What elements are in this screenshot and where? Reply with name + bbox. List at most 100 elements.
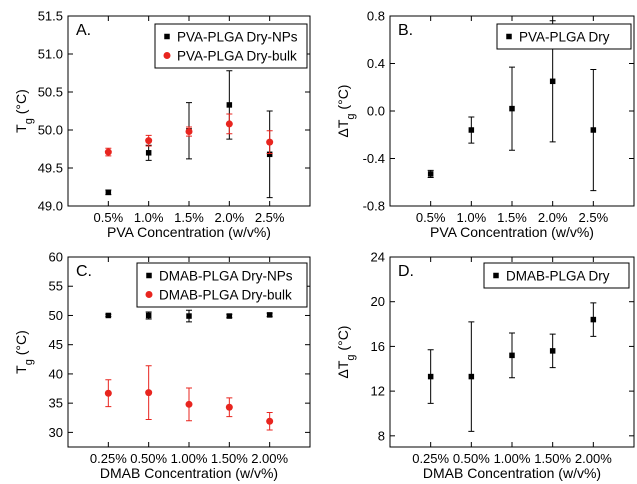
legend: PVA-PLGA Dry	[496, 23, 632, 50]
data-point	[266, 417, 274, 425]
series-dmab-plga-dry-bulk	[104, 365, 274, 431]
y-tick-label: 50.0	[38, 123, 63, 138]
y-axis-label: Tg (°C)	[13, 330, 35, 374]
legend-box	[136, 262, 308, 308]
legend-marker	[164, 33, 170, 40]
x-tick-label: 1.50%	[211, 451, 248, 466]
y-axis-label: ΔTg (°C)	[335, 85, 357, 138]
series-pva-plga-dry-bulk	[104, 113, 274, 157]
data-point	[105, 189, 112, 196]
data-point	[509, 105, 515, 112]
series-pva-plga-dry	[427, 20, 597, 192]
y-tick-label: 40	[49, 366, 63, 381]
x-tick-label: 1.0%	[134, 210, 164, 225]
y-tick-label: -0.4	[363, 151, 385, 166]
y-tick-label: 49.0	[38, 199, 63, 214]
legend-label: PVA-PLGA Dry-bulk	[177, 49, 297, 64]
data-point	[427, 373, 434, 380]
y-tick-label: 0.4	[367, 56, 385, 71]
x-tick-label: 0.5%	[416, 210, 446, 225]
legend: DMAB-PLGA Dry-NPs DMAB-PLGA Dry-bulk	[136, 262, 308, 308]
y-tick-label: 12	[371, 384, 385, 399]
x-tick-label: 1.50%	[534, 451, 571, 466]
legend: DMAB-PLGA Dry	[483, 262, 630, 289]
data-point	[145, 389, 153, 397]
data-point	[104, 148, 112, 156]
y-tick-label: 55	[49, 279, 63, 294]
data-point	[509, 352, 515, 359]
x-tick-label: 2.5%	[579, 210, 609, 225]
x-axis-label: PVA Concentration (w/v%)	[107, 224, 271, 240]
legend-marker	[146, 272, 152, 279]
data-point	[468, 373, 475, 380]
data-point	[590, 127, 597, 133]
data-point	[185, 128, 193, 136]
series-dmab-plga-dry-nps	[105, 309, 273, 323]
panel-b: -0.8-0.40.00.40.80.5% 1.0% 1.5% 2.0% 2.5%PVA…	[335, 9, 635, 240]
data-point	[427, 171, 434, 177]
legend-label: DMAB-PLGA Dry-NPs	[159, 269, 293, 284]
data-point	[590, 316, 597, 323]
data-point	[145, 150, 152, 156]
legend-box	[483, 262, 630, 289]
x-axis-label: DMAB Concentration (w/v%)	[100, 465, 278, 481]
y-axis-label: ΔTg (°C)	[335, 326, 357, 379]
data-point	[226, 102, 233, 108]
legend-marker	[493, 272, 499, 279]
data-point	[468, 127, 475, 133]
x-axis-label: PVA Concentration (w/v%)	[430, 224, 594, 240]
data-point	[145, 312, 152, 319]
legend-box	[496, 23, 632, 50]
legend-label: PVA-PLGA Dry-NPs	[177, 30, 298, 45]
legend-marker	[163, 52, 171, 59]
legend-box	[154, 23, 308, 69]
y-tick-label: 16	[371, 339, 385, 354]
x-tick-label: 1.00%	[494, 451, 531, 466]
data-point	[225, 403, 233, 411]
x-tick-label: 0.25%	[412, 451, 449, 466]
x-tick-label: 2.00%	[251, 451, 288, 466]
x-tick-label: 2.00%	[575, 451, 612, 466]
data-point	[185, 400, 193, 408]
panel-label: B.	[398, 22, 413, 39]
x-tick-label: 2.0%	[215, 210, 245, 225]
y-tick-label: 50	[49, 308, 63, 323]
x-tick-label: 1.5%	[174, 210, 204, 225]
data-point	[105, 312, 112, 319]
x-tick-label: 0.50%	[453, 451, 490, 466]
y-tick-label: 30	[49, 425, 63, 440]
data-point	[549, 78, 556, 85]
data-point	[266, 151, 273, 158]
y-tick-label: 20	[371, 294, 385, 309]
y-tick-label: 8	[378, 428, 385, 443]
legend-marker	[506, 33, 512, 40]
panel-label: D.	[398, 263, 414, 280]
data-point	[145, 137, 153, 145]
data-point	[549, 348, 556, 354]
y-tick-label: 24	[371, 250, 385, 265]
y-tick-label: 0.0	[367, 104, 385, 119]
y-tick-label: 49.5	[38, 161, 63, 176]
x-tick-label: 0.25%	[90, 451, 127, 466]
data-point	[104, 389, 112, 397]
legend-marker	[145, 291, 153, 298]
y-tick-label: 35	[49, 396, 63, 411]
data-point	[266, 312, 273, 318]
data-point	[225, 120, 233, 128]
legend-label: DMAB-PLGA Dry-bulk	[159, 288, 292, 303]
legend-label: PVA-PLGA Dry	[519, 30, 610, 45]
data-point	[186, 313, 192, 319]
x-axis-label: DMAB Concentration (w/v%)	[423, 465, 601, 481]
x-tick-label: 2.5%	[255, 210, 285, 225]
series-dmab-plga-dry	[427, 302, 597, 432]
y-tick-label: 50.5	[38, 85, 63, 100]
panel-label: A.	[76, 22, 91, 39]
y-tick-label: 45	[49, 337, 63, 352]
data-point	[266, 138, 274, 146]
x-tick-label: 1.00%	[171, 451, 208, 466]
y-tick-label: 0.8	[367, 9, 385, 24]
x-tick-label: 1.0%	[457, 210, 487, 225]
y-tick-label: 51.5	[38, 9, 63, 24]
